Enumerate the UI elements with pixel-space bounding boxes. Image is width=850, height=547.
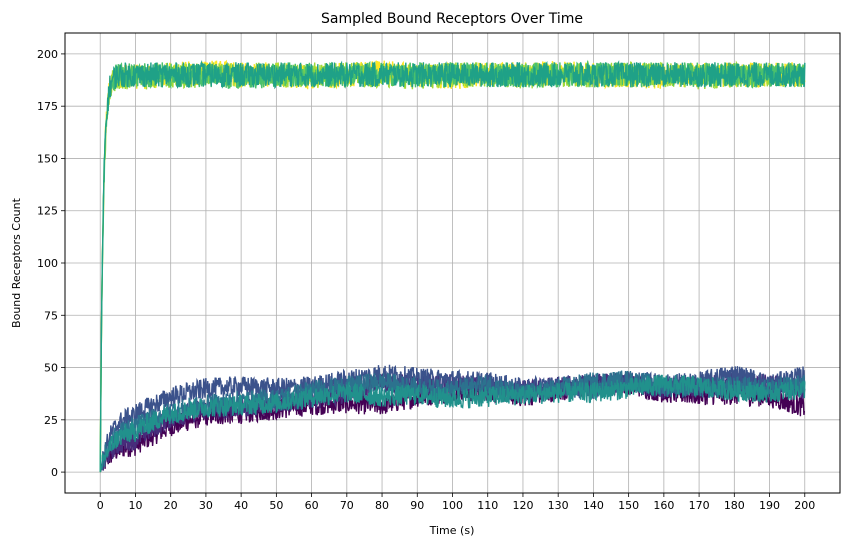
x-tick-label: 170 xyxy=(689,499,710,512)
x-axis-label: Time (s) xyxy=(429,524,475,537)
x-tick-label: 110 xyxy=(477,499,498,512)
x-tick-label: 10 xyxy=(128,499,142,512)
x-axis: 0 10 20 30 40 50 60 70 80 90 100 110 120 130 140 150 160… xyxy=(97,493,815,512)
x-tick-label: 80 xyxy=(375,499,389,512)
x-tick-label: 50 xyxy=(269,499,283,512)
y-tick-label: 0 xyxy=(51,466,58,479)
y-tick-label: 150 xyxy=(37,152,58,165)
x-tick-label: 150 xyxy=(618,499,639,512)
x-tick-label: 120 xyxy=(512,499,533,512)
x-tick-label: 100 xyxy=(442,499,463,512)
x-tick-label: 90 xyxy=(410,499,424,512)
series-line-8 xyxy=(99,60,806,473)
x-tick-label: 160 xyxy=(653,499,674,512)
y-axis-label: Bound Receptors Count xyxy=(10,197,23,328)
y-tick-label: 175 xyxy=(37,100,58,113)
x-tick-label: 140 xyxy=(583,499,604,512)
x-tick-label: 70 xyxy=(340,499,354,512)
x-tick-label: 130 xyxy=(548,499,569,512)
series-group xyxy=(99,59,806,473)
series-line-4 xyxy=(99,374,806,473)
x-tick-label: 30 xyxy=(199,499,213,512)
x-tick-label: 190 xyxy=(759,499,780,512)
x-tick-label: 180 xyxy=(724,499,745,512)
y-tick-label: 200 xyxy=(37,48,58,61)
x-tick-label: 0 xyxy=(97,499,104,512)
x-tick-label: 20 xyxy=(164,499,178,512)
y-tick-label: 75 xyxy=(44,309,58,322)
chart-title: Sampled Bound Receptors Over Time xyxy=(321,11,583,27)
x-tick-label: 40 xyxy=(234,499,248,512)
y-tick-label: 25 xyxy=(44,414,58,427)
x-tick-label: 200 xyxy=(794,499,815,512)
y-tick-label: 50 xyxy=(44,362,58,375)
x-tick-label: 60 xyxy=(305,499,319,512)
y-tick-label: 125 xyxy=(37,205,58,218)
grid xyxy=(65,33,840,493)
y-tick-label: 100 xyxy=(37,257,58,270)
y-axis: 0 25 50 75 100 125 150 175 200 xyxy=(37,48,65,479)
